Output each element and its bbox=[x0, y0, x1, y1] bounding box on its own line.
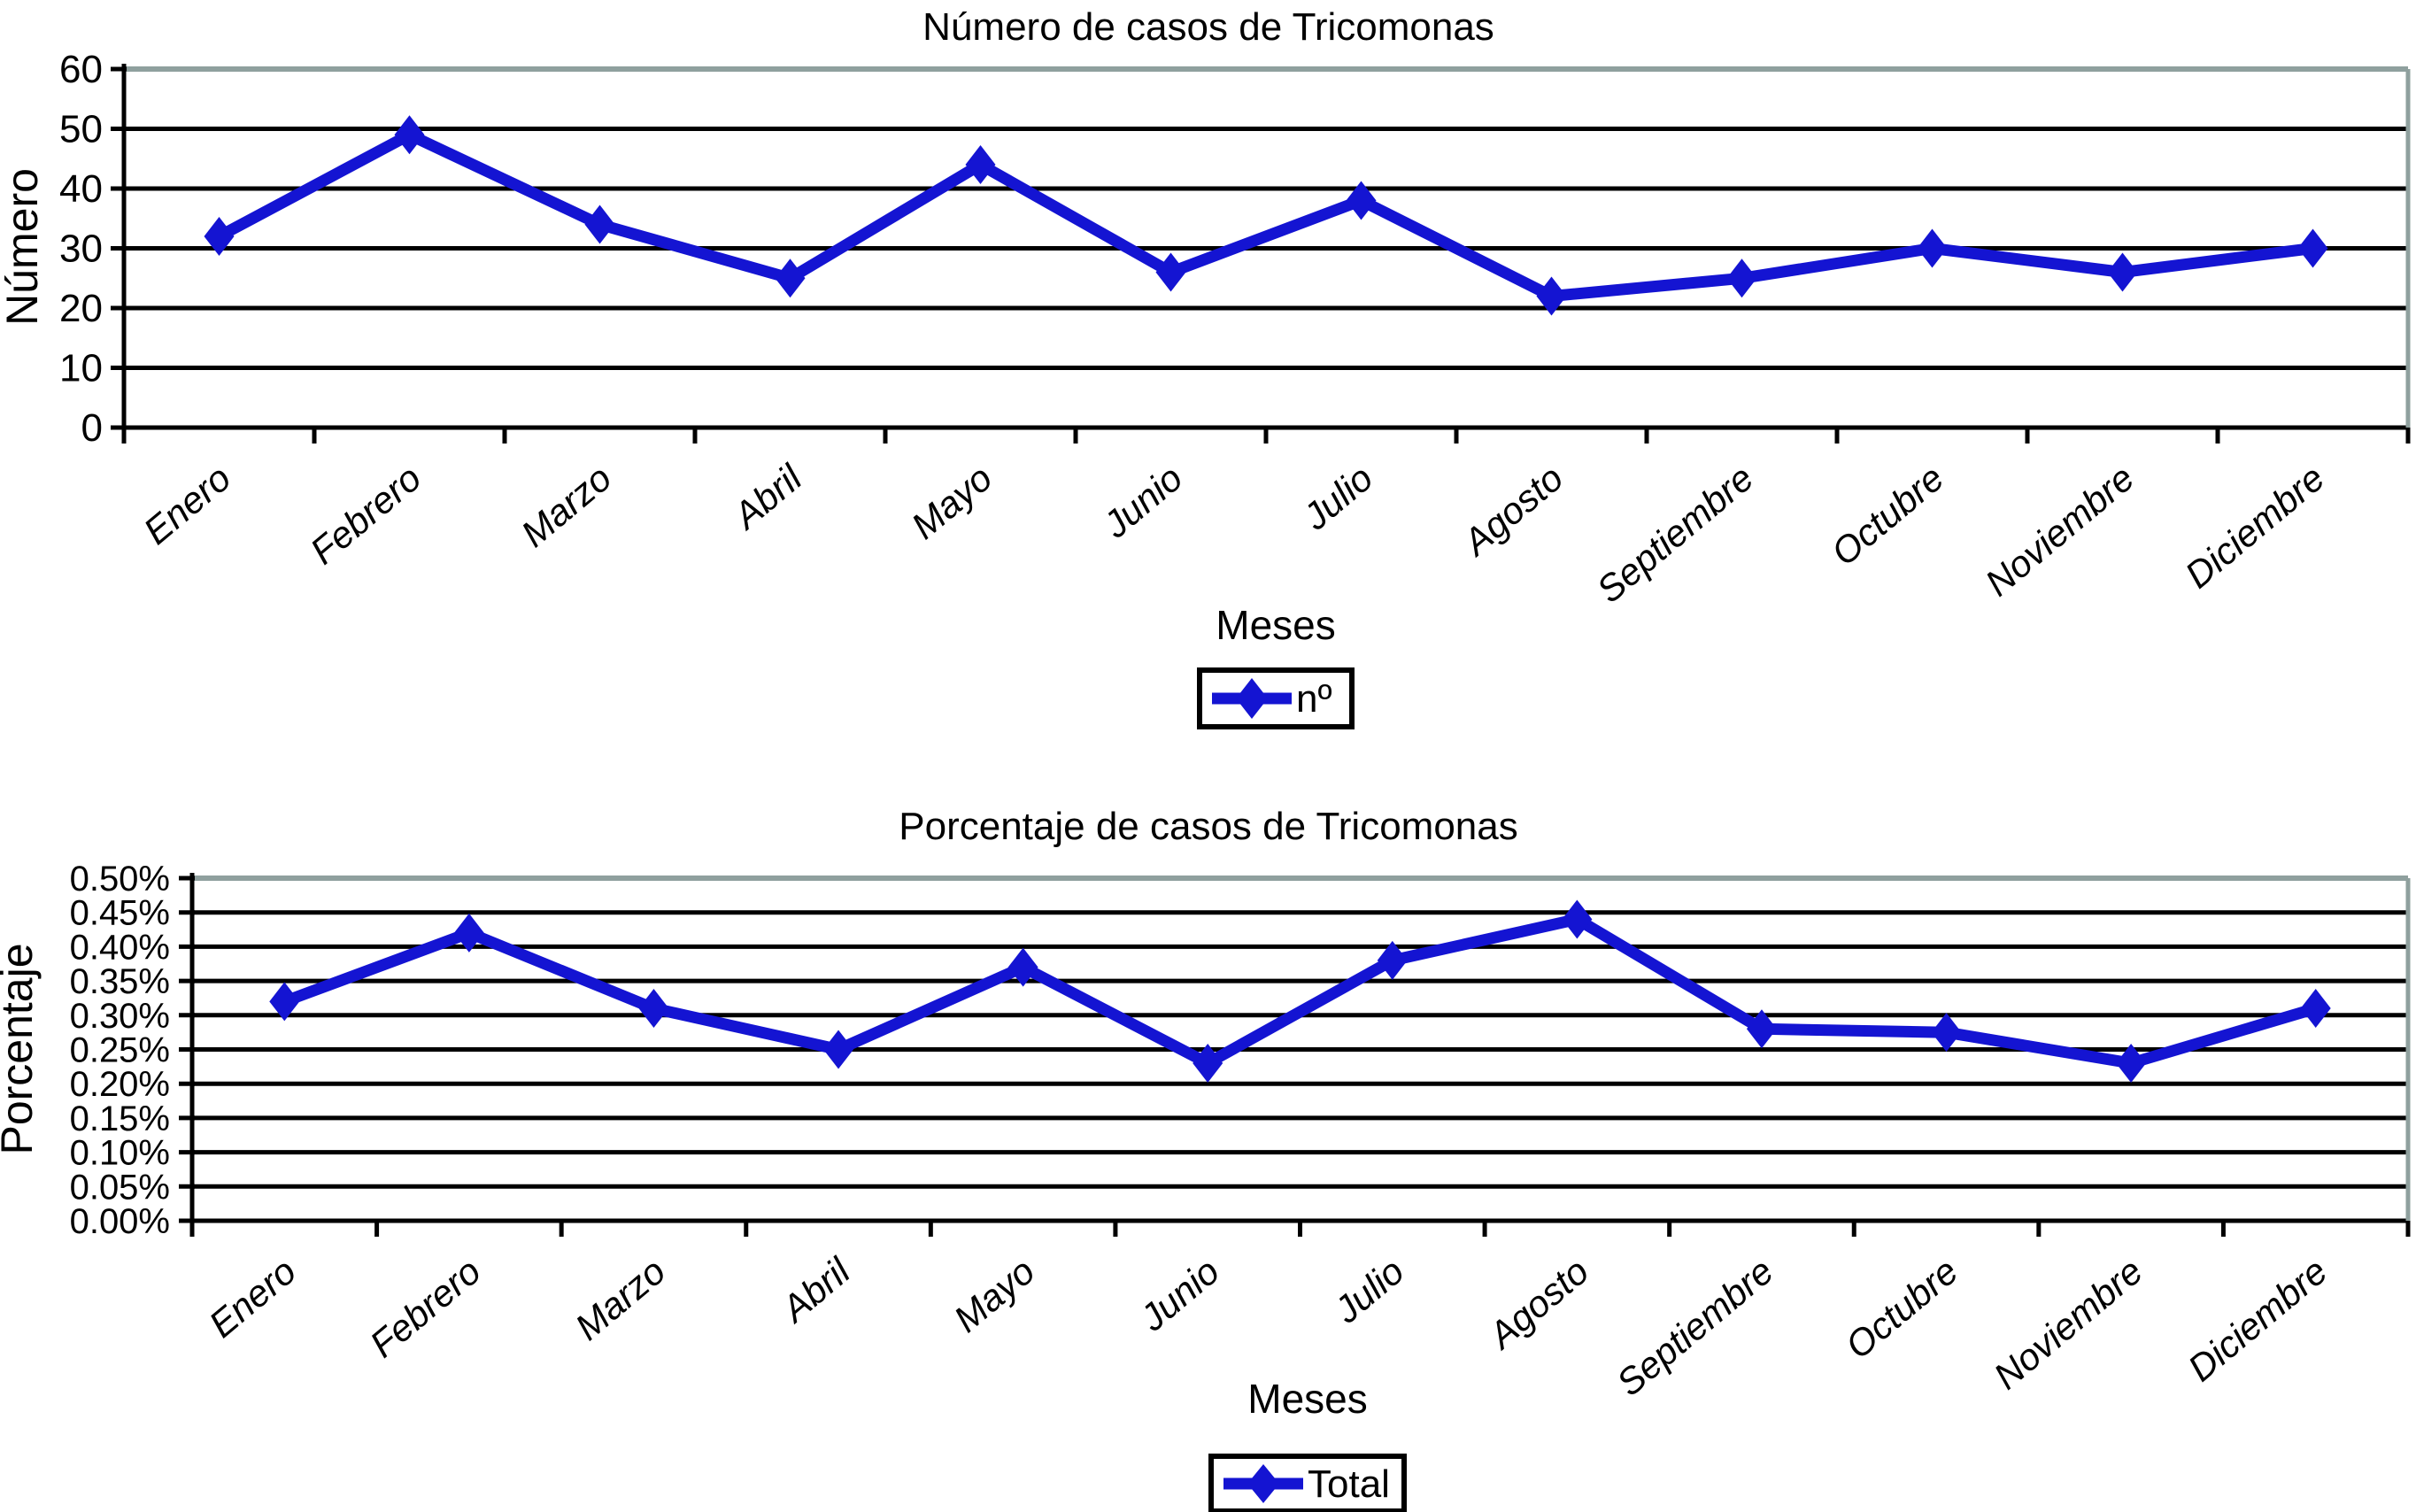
x-tick-label-enero: Enero bbox=[135, 457, 238, 552]
x-tick-label-diciembre: Diciembre bbox=[2177, 457, 2332, 597]
chart-porcentaje-plot: 0.50%0.45%0.40%0.35%0.30%0.25%0.20%0.15%… bbox=[70, 860, 2411, 1404]
data-point-marker-enero bbox=[269, 982, 300, 1022]
x-tick-label-marzo: Marzo bbox=[567, 1250, 674, 1348]
y-tick-label: 0.25% bbox=[70, 1031, 170, 1070]
chart-numero-title: Número de casos de Tricomonas bbox=[922, 5, 1494, 49]
legend-series-label: Total bbox=[1308, 1462, 1390, 1506]
legend-series-label: nº bbox=[1296, 677, 1332, 721]
data-point-marker-abril bbox=[775, 258, 806, 298]
x-tick-label-noviembre: Noviembre bbox=[1978, 457, 2142, 605]
data-point-marker-julio bbox=[1346, 181, 1377, 220]
data-point-marker-junio bbox=[1193, 1043, 1223, 1083]
x-tick-label-abril: Abril bbox=[723, 456, 810, 538]
data-point-marker-diciembre bbox=[2300, 989, 2331, 1029]
y-tick-label: 0.00% bbox=[70, 1202, 170, 1241]
x-tick-label-febrero: Febrero bbox=[362, 1250, 489, 1366]
y-tick-label: 0.35% bbox=[70, 962, 170, 1001]
y-tick-label: 0.40% bbox=[70, 928, 170, 967]
data-point-marker-septiembre bbox=[1746, 1009, 1777, 1049]
data-point-marker-septiembre bbox=[1726, 258, 1757, 298]
data-point-marker-febrero bbox=[394, 115, 425, 155]
chart-numero-x-axis-title: Meses bbox=[1216, 602, 1335, 648]
y-tick-label: 50 bbox=[59, 108, 103, 151]
y-tick-label: 40 bbox=[59, 167, 103, 211]
data-point-marker-agosto bbox=[1536, 276, 1567, 316]
chart-porcentaje-legend: Total bbox=[1208, 1454, 1407, 1512]
x-tick-label-octubre: Octubre bbox=[1824, 457, 1952, 574]
data-point-marker-noviembre bbox=[2116, 1043, 2147, 1083]
y-tick-label: 0.50% bbox=[70, 860, 170, 899]
y-tick-label: 60 bbox=[59, 48, 103, 91]
chart-numero-legend: nº bbox=[1197, 667, 1355, 729]
x-tick-label-septiembre: Septiembre bbox=[1609, 1250, 1781, 1404]
data-point-marker-marzo bbox=[584, 204, 615, 244]
x-tick-label-junio: Junio bbox=[1131, 1250, 1227, 1339]
x-tick-label-enero: Enero bbox=[201, 1250, 304, 1346]
x-tick-label-diciembre: Diciembre bbox=[2180, 1250, 2335, 1390]
data-point-marker-agosto bbox=[1562, 899, 1593, 939]
data-point-marker-octubre bbox=[1931, 1013, 1962, 1053]
chart-porcentaje-title: Porcentaje de casos de Tricomonas bbox=[899, 805, 1518, 848]
x-tick-label-junio: Junio bbox=[1094, 457, 1190, 546]
chart-porcentaje-y-axis-title: Porcentaje bbox=[0, 943, 42, 1154]
x-tick-label-septiembre: Septiembre bbox=[1589, 457, 1762, 611]
series-line-nº bbox=[216, 128, 2314, 302]
x-tick-label-agosto: Agosto bbox=[1479, 1250, 1597, 1358]
y-tick-label: 0.15% bbox=[70, 1099, 170, 1138]
x-tick-label-abril: Abril bbox=[772, 1249, 859, 1331]
x-tick-label-octubre: Octubre bbox=[1838, 1250, 1966, 1367]
x-tick-label-mayo: Mayo bbox=[903, 457, 1000, 547]
x-tick-label-mayo: Mayo bbox=[946, 1250, 1042, 1340]
data-point-marker-julio bbox=[1377, 940, 1408, 980]
data-point-marker-enero bbox=[204, 217, 235, 256]
y-tick-label: 0.10% bbox=[70, 1134, 170, 1173]
data-point-marker-mayo bbox=[965, 145, 996, 184]
y-tick-label: 20 bbox=[59, 287, 103, 330]
data-point-marker-diciembre bbox=[2297, 228, 2328, 268]
x-tick-label-julio: Julio bbox=[1325, 1250, 1411, 1331]
y-tick-label: 0.45% bbox=[70, 894, 170, 933]
data-point-marker-octubre bbox=[1917, 228, 1948, 268]
y-tick-label: 30 bbox=[59, 228, 103, 271]
x-tick-label-marzo: Marzo bbox=[513, 457, 620, 555]
y-tick-label: 0 bbox=[81, 406, 103, 450]
data-point-marker-abril bbox=[823, 1030, 854, 1069]
y-tick-label: 0.05% bbox=[70, 1168, 170, 1207]
data-point-marker-marzo bbox=[638, 989, 669, 1029]
x-tick-label-febrero: Febrero bbox=[302, 457, 428, 573]
chart-porcentaje-x-axis-title: Meses bbox=[1247, 1376, 1367, 1422]
data-point-marker-junio bbox=[1155, 252, 1186, 292]
y-tick-label: 10 bbox=[59, 347, 103, 390]
data-point-marker-noviembre bbox=[2107, 252, 2138, 292]
y-tick-label: 0.30% bbox=[70, 997, 170, 1036]
x-tick-label-agosto: Agosto bbox=[1454, 457, 1571, 565]
y-tick-label: 0.20% bbox=[70, 1065, 170, 1104]
chart-numero-y-axis-title: Número bbox=[0, 168, 47, 326]
data-point-marker-febrero bbox=[453, 913, 484, 953]
legend-diamond-marker-icon bbox=[1236, 678, 1268, 719]
series-line-Total bbox=[282, 913, 2318, 1069]
legend-diamond-marker-icon bbox=[1247, 1464, 1279, 1503]
data-point-marker-mayo bbox=[1007, 947, 1038, 987]
x-tick-label-julio: Julio bbox=[1294, 457, 1380, 538]
chart-numero-plot: 60 50 40 30 20 10 0 Enero Febrero Marzo Abril Mayo J… bbox=[59, 48, 2411, 611]
x-tick-label-noviembre: Noviembre bbox=[1986, 1250, 2150, 1398]
